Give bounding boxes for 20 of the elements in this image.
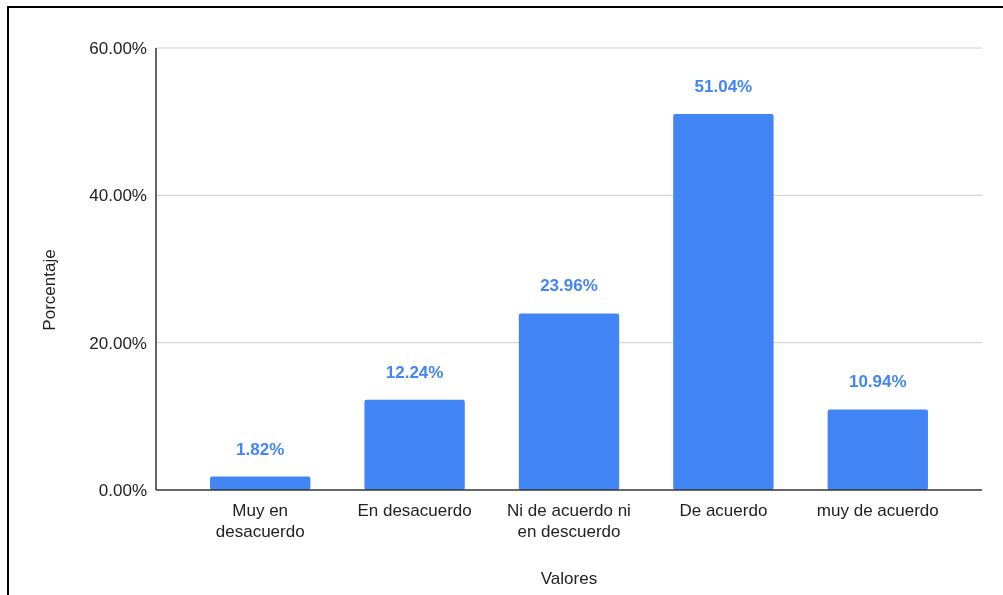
- data-label: 51.04%: [694, 77, 753, 97]
- bar: [364, 399, 465, 490]
- bar: [518, 313, 620, 490]
- x-tick-label: De acuerdo: [679, 501, 768, 520]
- x-tick-label: Muy en desacuerdo: [215, 501, 305, 541]
- data-label: 10.94%: [848, 372, 907, 392]
- y-tick-label: 0.00%: [98, 480, 147, 500]
- y-tick-label: 40.00%: [89, 186, 147, 206]
- x-tick-label: muy de acuerdo: [816, 501, 939, 520]
- y-tick-label: 60.00%: [89, 38, 147, 58]
- data-label: 12.24%: [385, 362, 444, 382]
- bar: [673, 114, 774, 490]
- y-tick-label: 20.00%: [89, 333, 147, 353]
- x-tick-label: En desacuerdo: [357, 501, 472, 520]
- x-tick-label: Ni de acuerdo ni en descuerdo: [507, 501, 631, 541]
- bar: [827, 409, 928, 490]
- y-axis-title: Porcentaje: [40, 249, 59, 331]
- data-label: 1.82%: [236, 439, 285, 459]
- data-label: 23.96%: [540, 276, 598, 296]
- x-axis-title: Valores: [540, 569, 598, 588]
